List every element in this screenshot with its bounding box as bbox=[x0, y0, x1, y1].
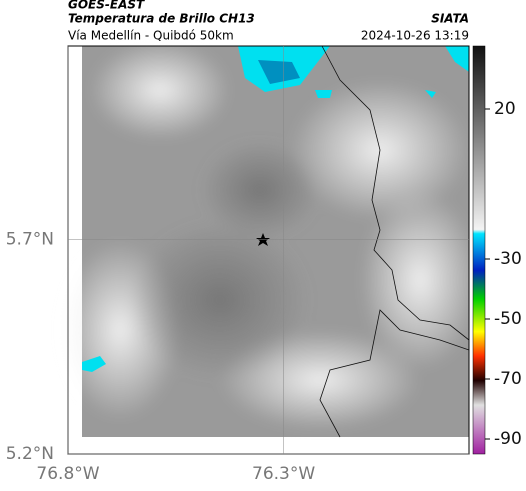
colorbar-tick-label: 20 bbox=[494, 99, 516, 119]
colorbar-tick-label: -70 bbox=[494, 369, 522, 389]
x-tick-label: 76.3°W bbox=[252, 464, 315, 484]
org: SIATA bbox=[431, 12, 469, 26]
colorbar-tick-label: -90 bbox=[494, 429, 522, 449]
colorbar bbox=[472, 45, 486, 455]
datetime: 2024-10-26 13:19 bbox=[361, 29, 469, 43]
title: Temperatura de Brillo CH13 bbox=[68, 12, 255, 26]
y-tick-label: 5.7°N bbox=[6, 229, 54, 249]
satellite-image bbox=[60, 40, 480, 438]
subtitle: Vía Medellín - Quibdó 50km bbox=[68, 29, 234, 43]
colorbar-tick-label: -30 bbox=[494, 249, 522, 269]
source: GOES-EAST bbox=[68, 0, 145, 12]
y-tick-label: 5.2°N bbox=[6, 444, 54, 464]
x-tick-label: 76.8°W bbox=[36, 464, 99, 484]
colorbar-tick-label: -50 bbox=[494, 309, 522, 329]
